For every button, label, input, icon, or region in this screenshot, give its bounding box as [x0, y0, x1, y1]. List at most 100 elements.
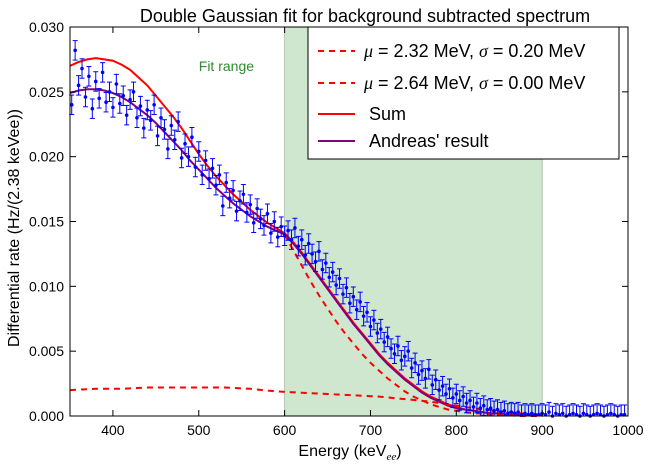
data-marker [293, 226, 297, 230]
data-point [385, 326, 391, 348]
data-point [319, 259, 325, 280]
data-marker [169, 123, 174, 128]
data-marker [90, 106, 95, 111]
data-point [546, 401, 552, 417]
data-point [556, 404, 562, 417]
data-marker [392, 351, 397, 356]
data-point [258, 208, 264, 230]
data-point [299, 229, 305, 250]
x-tick-label: 1000 [612, 422, 643, 438]
data-marker [203, 158, 208, 163]
data-point [165, 138, 171, 160]
data-marker [186, 154, 191, 159]
data-point [343, 277, 349, 298]
data-marker [190, 135, 194, 140]
data-marker [275, 235, 280, 239]
data-marker [423, 376, 428, 381]
data-marker [430, 383, 435, 387]
data-marker [210, 166, 215, 171]
x-tick-label: 500 [187, 422, 211, 438]
data-point [196, 141, 202, 162]
data-marker [93, 79, 98, 84]
data-point [361, 305, 367, 327]
y-tick-label: 0.000 [29, 408, 64, 424]
data-marker [499, 410, 503, 414]
data-marker [440, 384, 445, 388]
data-marker [104, 100, 108, 105]
data-marker [420, 368, 424, 373]
data-point [185, 146, 191, 167]
data-marker [595, 411, 599, 416]
data-point [240, 184, 246, 205]
data-point [247, 194, 253, 215]
data-marker [427, 367, 431, 372]
data-point [155, 125, 161, 147]
data-point [381, 331, 387, 353]
data-point [96, 88, 102, 109]
data-marker [375, 331, 380, 335]
data-point [230, 180, 236, 201]
data-marker [512, 411, 517, 416]
data-marker [464, 401, 469, 405]
data-point [131, 81, 137, 103]
andreas-result-curve [69, 88, 543, 416]
data-marker [262, 223, 266, 228]
data-point [364, 302, 370, 323]
y-tick-label: 0.030 [29, 19, 64, 35]
data-marker [131, 90, 136, 94]
data-marker [117, 101, 122, 106]
data-marker [227, 196, 232, 200]
y-axis-label: Differential rate (Hz/(2.38 keVee)) [6, 109, 23, 347]
data-point [106, 81, 112, 103]
data-marker [581, 411, 586, 416]
data-point [316, 241, 322, 262]
data-point [371, 309, 377, 331]
data-marker [76, 83, 81, 88]
data-marker [207, 176, 211, 181]
data-point [467, 390, 473, 411]
y-tick-label: 0.015 [29, 214, 64, 230]
data-marker [372, 318, 376, 322]
data-marker [162, 127, 167, 132]
data-marker [255, 206, 259, 211]
data-marker [166, 147, 170, 151]
data-marker [530, 411, 534, 416]
data-marker [306, 241, 311, 246]
data-marker [437, 388, 441, 392]
data-point [282, 225, 288, 246]
data-point [148, 110, 154, 131]
x-tick-label: 900 [530, 422, 554, 438]
data-point [354, 299, 360, 320]
data-point [117, 93, 123, 114]
data-marker [107, 90, 112, 94]
data-marker [224, 180, 229, 185]
data-marker [138, 104, 143, 108]
data-point [199, 164, 205, 186]
data-point [405, 340, 411, 362]
data-marker [152, 103, 156, 107]
legend-label-andreas: Andreas' result [369, 131, 489, 151]
data-marker [111, 105, 115, 110]
data-marker [217, 173, 222, 177]
data-marker [234, 209, 239, 213]
x-tick-label: 400 [101, 422, 125, 438]
data-point [113, 73, 119, 95]
data-point [436, 379, 442, 401]
legend-box [307, 26, 620, 160]
data-point [313, 251, 319, 272]
data-point [182, 133, 188, 154]
y-tick-label: 0.010 [29, 278, 64, 294]
data-marker [310, 252, 314, 256]
legend-label-sum: Sum [369, 104, 406, 124]
data-point [398, 350, 404, 371]
data-marker [413, 361, 417, 365]
data-marker [196, 149, 201, 154]
data-marker [87, 74, 91, 79]
data-point [175, 111, 181, 132]
data-point [409, 357, 415, 379]
data-point [440, 375, 446, 397]
data-point [213, 174, 219, 196]
x-tick-label: 800 [445, 422, 469, 438]
